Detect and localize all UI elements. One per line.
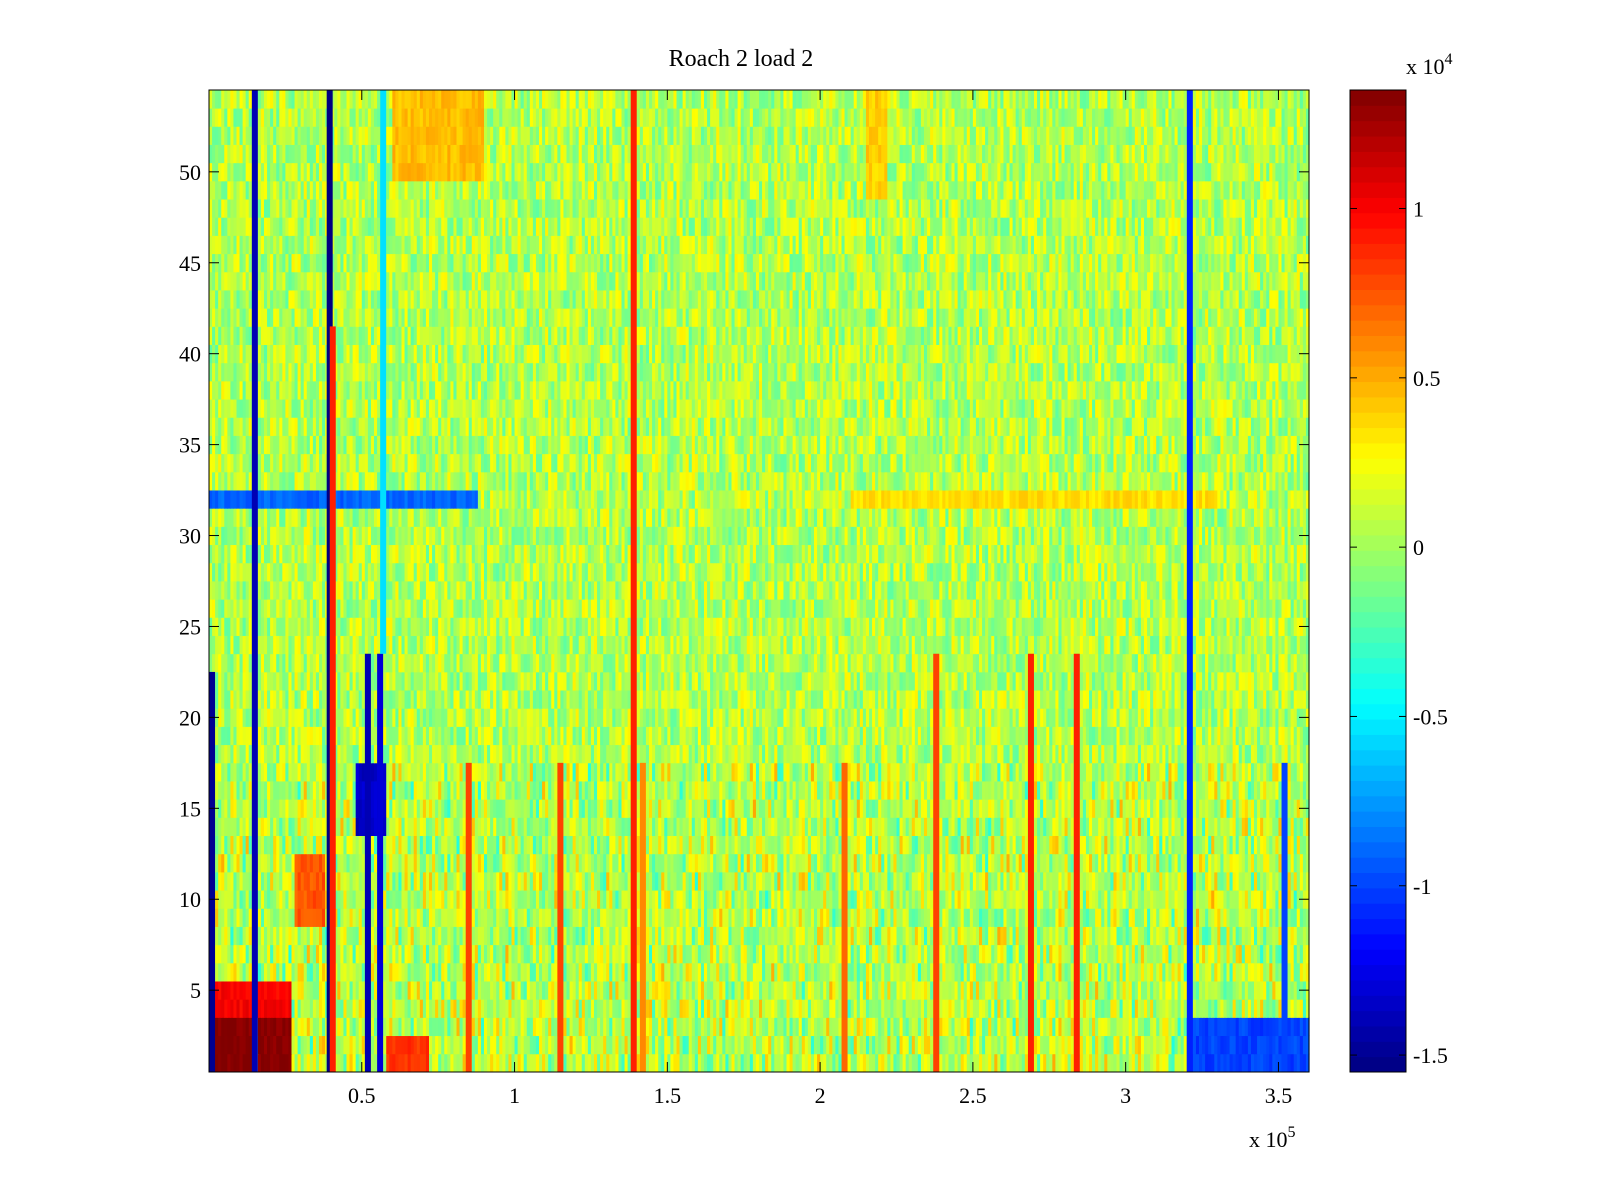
x-axis-exponent: x 105 [1249,1124,1296,1152]
y-tick-label: 35 [179,433,201,458]
y-tick-label: 5 [190,978,201,1003]
y-tick-label: 15 [179,796,201,821]
x-axis-exponent-base: x 10 [1249,1127,1288,1152]
colorbar-axis: -1.5 -1 -0.5 0 0.5 1 [1350,197,1448,1068]
colorbar-tick-label: 1 [1413,197,1424,222]
colorbar-frame [1349,89,1407,1073]
x-axis-exponent-power: 5 [1288,1124,1296,1141]
x-tick-label: 2.5 [959,1083,987,1108]
y-tick-label: 30 [179,524,201,549]
y-tick-label: 50 [179,160,201,185]
y-tick-label: 45 [179,251,201,276]
x-tick-label: 0.5 [348,1083,376,1108]
colorbar-exponent-power: 4 [1445,51,1453,68]
y-tick-label: 40 [179,342,201,367]
chart-title: Roach 2 load 2 [669,46,814,72]
x-tick-label: 2 [815,1083,826,1108]
colorbar-tick-label: 0.5 [1413,366,1441,391]
plot-frame [208,89,1310,1073]
x-tick-label: 3.5 [1265,1083,1293,1108]
x-tick-label: 3 [1120,1083,1131,1108]
x-tick-label: 1 [509,1083,520,1108]
x-tick-label: 1.5 [654,1083,682,1108]
colorbar-exponent: x 104 [1406,51,1453,79]
colorbar-tick-label: -1.5 [1413,1043,1448,1068]
colorbar-tick-label: -1 [1413,874,1431,899]
colorbar [1350,90,1406,1073]
y-tick-label: 10 [179,887,201,912]
heatmap [209,90,1310,1073]
y-tick-label: 25 [179,614,201,639]
colorbar-tick-label: -0.5 [1413,704,1448,729]
colorbar-exponent-base: x 10 [1406,54,1445,79]
colorbar-tick-label: 0 [1413,535,1424,560]
x-axis: 0.5 1 1.5 2 2.5 3 3.5 [348,90,1292,1108]
y-axis: 5 10 15 20 25 30 35 40 45 50 [179,160,1309,1003]
y-tick-label: 20 [179,705,201,730]
